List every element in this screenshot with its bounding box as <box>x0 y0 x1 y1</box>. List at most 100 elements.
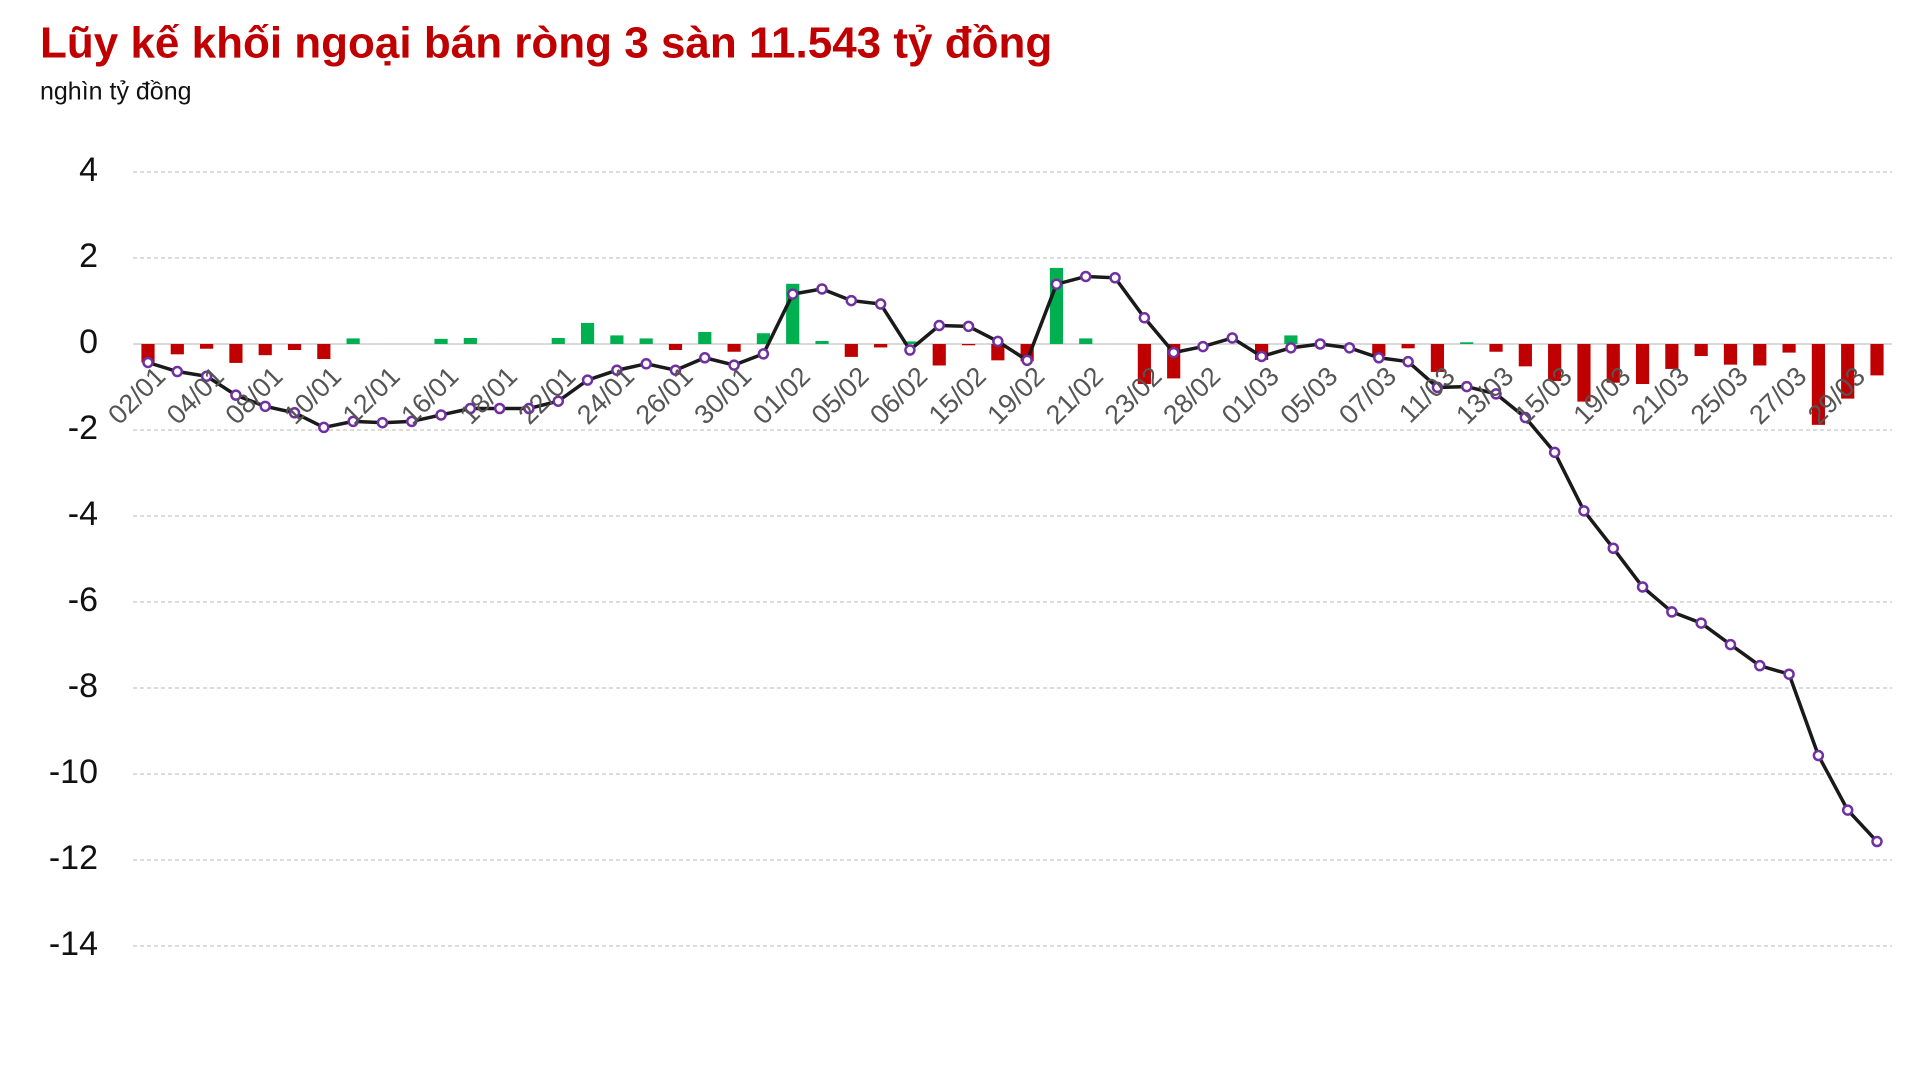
marker <box>1490 388 1502 400</box>
bar <box>874 344 888 348</box>
marker <box>230 389 242 401</box>
marker <box>611 364 623 376</box>
x-tick-label: 18/01 <box>454 361 523 430</box>
x-tick-label: 05/03 <box>1274 361 1343 430</box>
marker <box>1578 505 1590 517</box>
marker <box>1080 270 1092 283</box>
x-tick-label: 01/02 <box>747 361 816 430</box>
bar <box>580 322 595 344</box>
bar <box>1518 344 1532 367</box>
marker <box>1812 749 1825 762</box>
bar <box>1606 344 1620 383</box>
marker <box>405 415 418 428</box>
marker <box>1695 617 1707 629</box>
bar <box>1753 344 1767 366</box>
marker <box>493 402 506 415</box>
marker <box>904 344 916 356</box>
bar <box>1548 344 1562 381</box>
bar <box>434 338 448 344</box>
bar <box>346 338 360 344</box>
bar <box>1782 344 1796 353</box>
y-tick-label: -4 <box>68 495 98 533</box>
x-tick-label: 26/01 <box>630 361 699 430</box>
marker <box>1402 355 1414 368</box>
bar <box>1665 344 1679 369</box>
marker <box>1754 659 1766 672</box>
marker <box>552 395 565 407</box>
marker <box>669 364 682 376</box>
bar <box>1284 335 1298 344</box>
marker <box>1636 581 1649 593</box>
bar <box>258 344 272 356</box>
bar <box>1577 344 1591 402</box>
bar <box>1079 338 1093 344</box>
marker <box>1607 542 1620 554</box>
bar <box>1841 344 1855 399</box>
bar <box>1489 344 1503 352</box>
marker <box>1343 342 1356 354</box>
marker <box>1519 411 1532 424</box>
y-tick-label: -8 <box>68 667 98 705</box>
bar <box>1694 344 1708 357</box>
marker <box>992 335 1004 348</box>
y-tick-label: -6 <box>68 581 98 619</box>
bar <box>1460 342 1474 344</box>
marker <box>1021 354 1033 367</box>
bar <box>1372 344 1386 357</box>
marker <box>1226 332 1239 344</box>
bar <box>229 344 243 363</box>
x-tick-label: 15/02 <box>923 361 992 430</box>
marker <box>1109 272 1121 284</box>
x-tick-label: 22/01 <box>513 361 582 430</box>
bar <box>815 340 829 344</box>
x-tick-label: 01/03 <box>1216 361 1285 430</box>
y-tick-label: 4 <box>79 151 98 189</box>
bar <box>698 331 712 344</box>
marker <box>142 356 154 369</box>
marker <box>581 374 594 386</box>
marker <box>1285 342 1297 354</box>
marker <box>1373 352 1385 364</box>
marker <box>523 402 535 415</box>
marker <box>318 421 330 434</box>
marker <box>1314 338 1326 350</box>
marker <box>347 415 359 428</box>
chart-subtitle: nghìn tỷ đồng <box>40 78 192 106</box>
marker <box>1050 278 1063 290</box>
bar <box>1401 344 1415 349</box>
bar <box>610 335 624 344</box>
marker <box>1431 381 1444 394</box>
marker <box>1548 446 1561 459</box>
bar <box>844 344 858 357</box>
bar <box>1137 344 1151 384</box>
marker <box>1460 380 1473 393</box>
bar <box>1870 344 1884 376</box>
bar <box>1723 344 1738 365</box>
marker <box>259 400 271 413</box>
marker <box>933 319 945 332</box>
marker <box>288 407 301 419</box>
bar <box>1811 344 1825 425</box>
bar <box>639 338 653 344</box>
marker <box>200 370 213 382</box>
bar <box>991 344 1005 361</box>
marker <box>640 358 652 370</box>
x-tick-label: 06/02 <box>864 361 933 430</box>
marker <box>1138 312 1151 324</box>
marker <box>1255 350 1268 363</box>
marker <box>1871 835 1883 848</box>
bar <box>932 344 946 366</box>
marker <box>874 298 887 310</box>
marker <box>1666 606 1678 618</box>
bar <box>727 344 741 352</box>
marker <box>962 320 975 333</box>
x-tick-label: 19/02 <box>981 361 1050 430</box>
x-tick-label: 02/01 <box>102 361 171 430</box>
marker <box>728 359 740 371</box>
bar <box>668 344 683 351</box>
bar <box>961 344 976 346</box>
marker <box>757 348 770 360</box>
x-tick-label: 12/01 <box>337 361 406 430</box>
x-tick-label: 08/01 <box>220 361 289 430</box>
